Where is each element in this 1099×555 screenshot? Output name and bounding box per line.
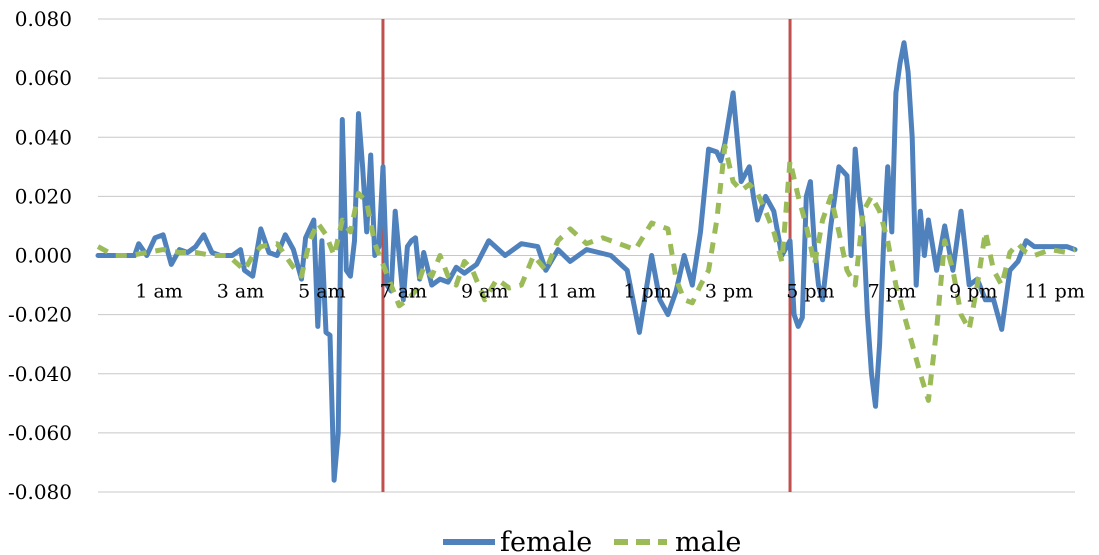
x-tick-label: 3 am [217,281,264,303]
x-tick-label: 1 am [135,281,182,303]
gridlines [98,18,1075,493]
x-tick-label: 5 pm [786,281,834,303]
y-tick-label: 0.020 [15,184,72,208]
y-tick-label: -0.060 [8,421,72,445]
series-lines [95,40,1078,483]
x-tick-label: 5 am [298,281,345,303]
y-tick-label: 0.000 [15,244,72,268]
x-tick-label: 11 am [536,281,596,303]
x-tick-label: 11 pm [1024,281,1084,303]
series-male [96,143,1076,403]
y-tick-label: 0.060 [15,66,72,90]
x-tick-label: 9 pm [949,281,997,303]
y-tick-label: -0.040 [8,362,72,386]
y-tick-label: 0.040 [15,125,72,149]
x-axis-ticks: 1 am 3 am 5 am 7 am 9 am 11 am 1 pm 3 pm 5 pm 7 p… [135,281,1085,303]
x-tick-label: 1 pm [623,281,671,303]
legend-label-female: female [500,527,592,555]
y-axis-ticks: 0.080 0.060 0.040 0.020 0.000 -0.020 -0.040 -0.… [8,7,72,504]
x-tick-label: 7 pm [868,281,916,303]
x-tick-label: 3 pm [705,281,753,303]
y-tick-label: 0.080 [15,7,72,31]
x-tick-label: 9 am [461,281,508,303]
y-tick-label: -0.020 [8,303,72,327]
legend-label-male: male [675,527,741,555]
legend: female male [443,527,741,555]
x-tick-label: 7 am [380,281,427,303]
series-female [95,40,1078,483]
y-tick-label: -0.080 [8,480,72,504]
